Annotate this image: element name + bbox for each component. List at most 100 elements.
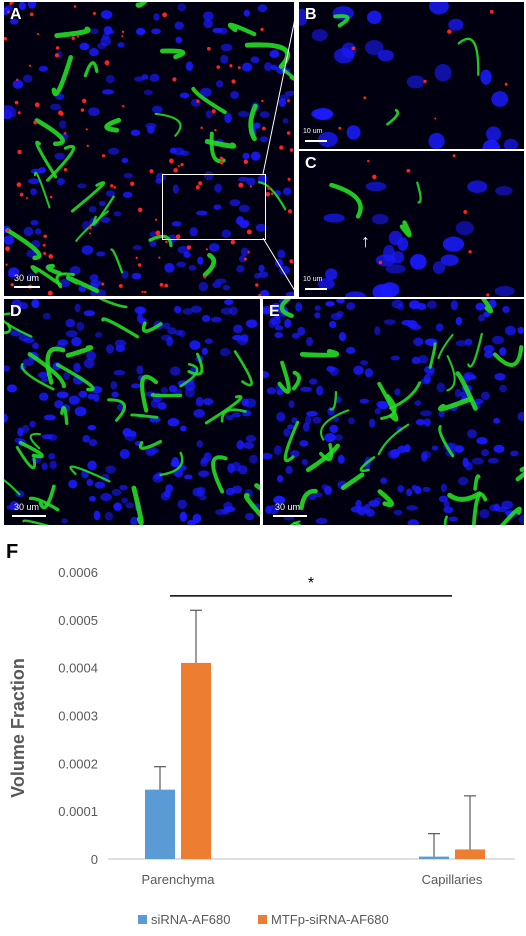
legend-label-mtfp-sirna: MTFp-siRNA-AF680 — [271, 912, 389, 927]
nucleus — [428, 132, 445, 149]
nucleus — [448, 18, 464, 31]
capillary — [455, 371, 478, 411]
nucleus — [426, 300, 437, 309]
nucleus — [413, 337, 424, 347]
nucleus — [76, 321, 85, 331]
legend: siRNA-AF680 MTFp-siRNA-AF680 — [138, 912, 389, 927]
capillary — [499, 506, 522, 525]
nucleus — [87, 424, 97, 431]
nucleus — [83, 358, 95, 369]
nucleus — [347, 417, 355, 425]
nucleus — [56, 177, 65, 186]
nucleus — [423, 418, 431, 427]
nucleus — [501, 500, 514, 510]
bars-group — [145, 609, 485, 859]
nucleus — [325, 301, 335, 307]
capillary — [69, 465, 111, 483]
sirna-puncta — [265, 192, 271, 197]
nucleus — [390, 449, 400, 458]
nucleus — [481, 449, 489, 457]
sirna-puncta — [73, 5, 77, 8]
sirna-puncta — [143, 290, 147, 294]
nucleus — [143, 89, 153, 96]
nucleus — [306, 410, 318, 417]
nucleus — [323, 213, 345, 223]
nucleus — [252, 122, 261, 129]
nucleus — [136, 365, 144, 375]
nucleus — [270, 64, 278, 71]
nucleus — [492, 335, 504, 345]
nucleus — [467, 429, 477, 439]
nucleus — [295, 302, 303, 312]
bar — [455, 849, 485, 859]
nucleus — [243, 9, 251, 17]
sirna-puncta — [168, 158, 174, 164]
capillary — [377, 381, 399, 422]
nucleus — [360, 360, 369, 366]
nucleus — [274, 313, 281, 321]
sirna-puncta — [177, 165, 180, 168]
nucleus — [333, 47, 355, 64]
nucleus — [196, 210, 208, 216]
nucleus — [326, 365, 336, 373]
nucleus — [6, 504, 19, 511]
nucleus — [102, 89, 114, 95]
nucleus — [215, 80, 224, 88]
nucleus — [411, 356, 421, 365]
nucleus — [30, 168, 42, 175]
capillary — [377, 489, 394, 508]
capillary — [211, 455, 228, 494]
nucleus — [288, 400, 295, 409]
sirna-puncta — [216, 65, 221, 69]
nucleus — [241, 398, 249, 407]
sirna-puncta — [164, 283, 169, 288]
nucleus — [346, 125, 361, 140]
sirna-puncta — [34, 102, 40, 108]
nucleus — [149, 240, 157, 247]
nucleus — [299, 440, 309, 447]
nucleus — [4, 365, 10, 372]
nucleus — [462, 457, 469, 468]
sirna-puncta — [54, 53, 59, 58]
sirna-puncta — [159, 282, 164, 287]
nucleus — [482, 139, 501, 149]
nucleus — [239, 255, 247, 263]
nucleus — [201, 314, 211, 322]
nucleus — [420, 410, 433, 417]
nucleus — [68, 479, 78, 489]
nucleus — [215, 278, 227, 284]
nucleus — [222, 284, 231, 291]
sirna-puncta — [205, 248, 208, 251]
nucleus — [117, 42, 125, 48]
sirna-puncta — [219, 156, 224, 161]
capillary — [283, 420, 300, 463]
nucleus — [241, 62, 253, 72]
bar — [145, 789, 175, 859]
sirna-puncta — [219, 160, 224, 165]
nucleus — [174, 329, 183, 336]
nucleus — [388, 230, 403, 246]
sirna-puncta — [19, 192, 24, 197]
nucleus — [480, 69, 492, 85]
nucleus — [302, 422, 310, 432]
capillary — [15, 445, 37, 470]
capillary — [279, 299, 294, 318]
sirna-puncta — [486, 293, 490, 297]
nucleus — [510, 450, 519, 457]
capillary — [92, 195, 115, 226]
nucleus — [214, 183, 223, 193]
capillary — [35, 140, 58, 179]
nucleus — [93, 393, 100, 403]
nucleus — [442, 236, 465, 252]
nucleus — [494, 372, 506, 381]
micrograph-panel-b: B 10 um — [299, 2, 524, 149]
nucleus — [96, 251, 106, 257]
nucleus — [23, 226, 34, 237]
capillary — [65, 345, 94, 358]
nucleus — [23, 74, 33, 83]
capillary — [131, 485, 144, 525]
sirna-puncta — [9, 2, 12, 6]
nucleus — [94, 481, 106, 489]
nucleus — [185, 61, 194, 72]
capillary — [438, 425, 455, 458]
